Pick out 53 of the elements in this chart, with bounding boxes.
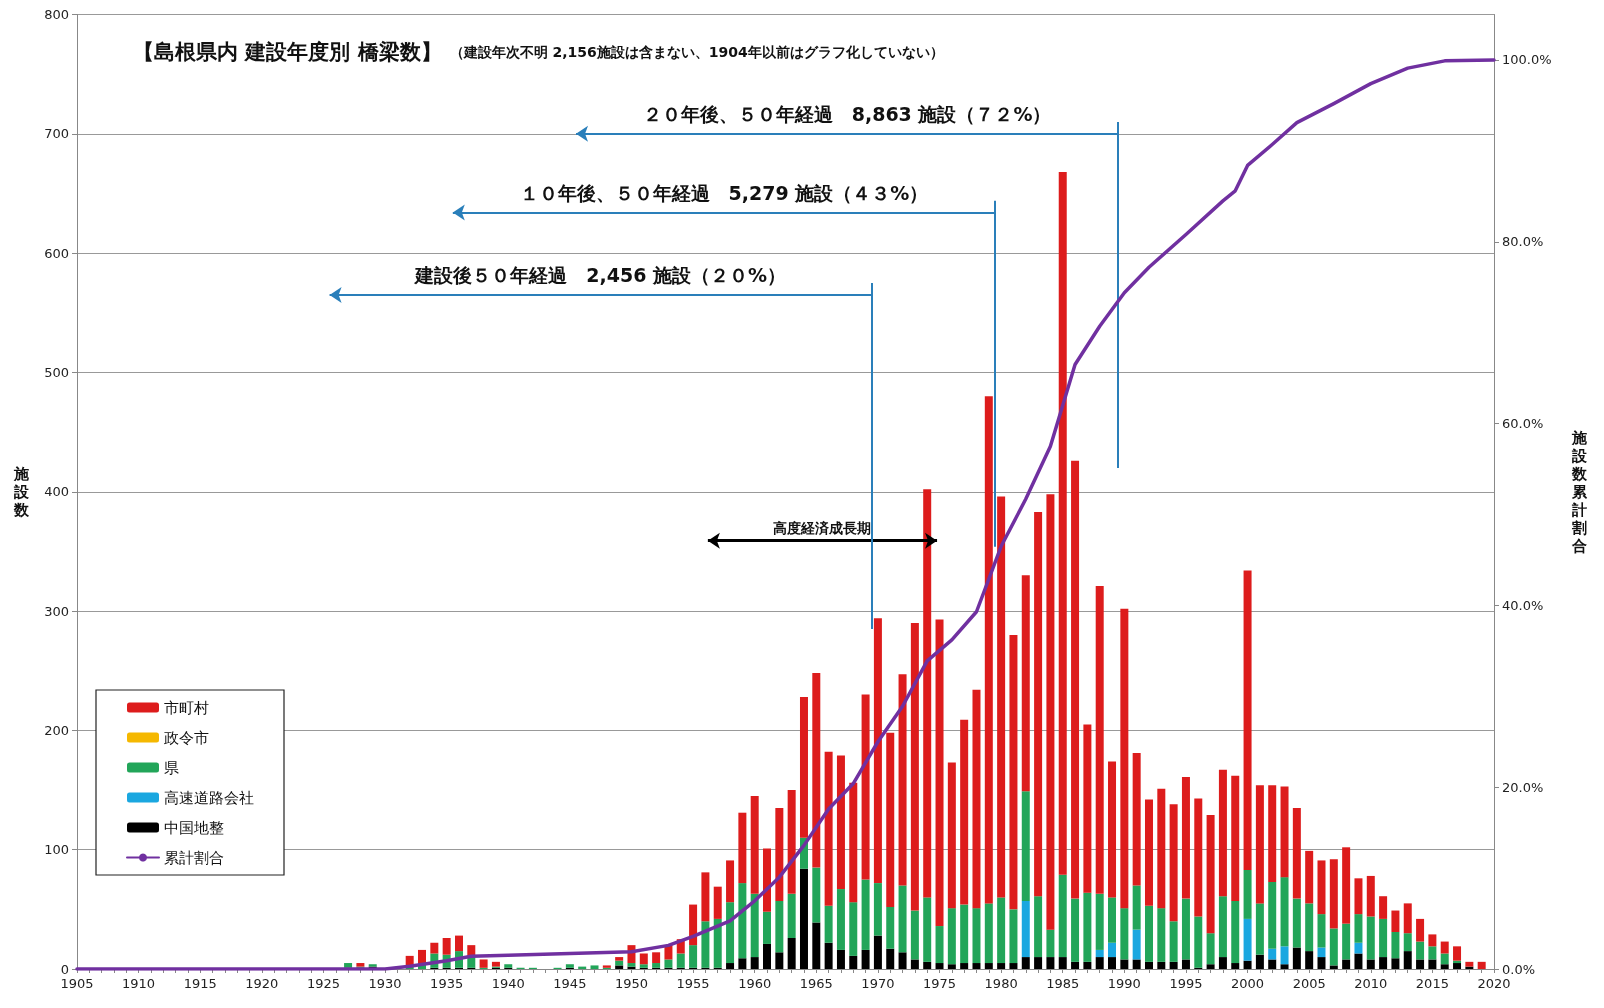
x-tick-label: 1975 (922, 976, 957, 991)
x-tick-label: 1930 (368, 976, 402, 991)
x-tick-label: 1920 (245, 976, 279, 991)
x-tick-label: 1985 (1046, 976, 1080, 991)
y-tick-label: 500 (44, 364, 69, 380)
x-tick-label: 1970 (861, 976, 895, 991)
y2-tick-label: 100.0% (1502, 52, 1552, 68)
annotation: 高度経済成長期 (773, 519, 872, 536)
legend-label: 累計割合 (164, 848, 224, 867)
x-tick-label: 2020 (1477, 976, 1511, 991)
x-tick-label: 2015 (1415, 976, 1449, 991)
text: 【島根県内 建設年度別 橋梁数】 (133, 39, 442, 64)
x-tick-label: 1995 (1169, 976, 1203, 991)
y-tick-label: 100 (44, 842, 69, 858)
legend-label: 中国地整 (164, 818, 224, 837)
x-tick-label: 1945 (553, 976, 587, 991)
x-tick-label: 1905 (60, 976, 94, 991)
y-tick-label: 400 (44, 484, 69, 500)
x-tick-label: 2010 (1354, 976, 1388, 991)
y-axis-title: 施設数 (13, 464, 30, 519)
y-tick-label: 600 (44, 245, 69, 261)
legend-label: 政令市 (164, 728, 209, 747)
x-tick-label: 1965 (799, 976, 833, 991)
y2-tick-label: 60.0% (1502, 416, 1544, 432)
y2-axis-title: 施設数累計割合 (1571, 428, 1588, 555)
x-tick-label: 1910 (122, 976, 156, 991)
x-tick-label: 2005 (1292, 976, 1326, 991)
y-tick-label: 800 (44, 7, 69, 22)
x-tick-label: 1950 (614, 976, 649, 991)
y2-tick-label: 20.0% (1502, 779, 1544, 795)
legend-label: 県 (164, 758, 179, 777)
x-tick-label: 1980 (984, 976, 1018, 991)
annotation: 建設後５０年経過 2,456 施設（２０%） (413, 264, 787, 287)
y-tick-label: 300 (44, 603, 69, 619)
y-tick-label: 200 (44, 722, 69, 738)
y2-tick-label: 80.0% (1502, 234, 1544, 250)
legend-label: 市町村 (164, 698, 209, 717)
y2-tick-label: 0.0% (1502, 961, 1536, 977)
x-tick-label: 1925 (306, 976, 340, 991)
annotation: １０年後、５０年経過 5,279 施設（４３%） (519, 182, 929, 205)
y2-tick-label: 40.0% (1502, 597, 1544, 613)
y-tick-label: 700 (44, 126, 69, 142)
x-tick-label: 1940 (491, 976, 525, 991)
x-tick-label: 1955 (676, 976, 710, 991)
x-tick-label: 1915 (183, 976, 217, 991)
x-tick-label: 1935 (430, 976, 464, 991)
legend-label: 高速道路会社 (164, 788, 254, 807)
text: （建設年次不明 2,156施設は含まない、1904年以前はグラフ化していない） (449, 43, 944, 60)
x-tick-label: 1990 (1107, 976, 1141, 991)
x-tick-label: 1960 (738, 976, 772, 991)
annotation: ２０年後、５０年経過 8,863 施設（７２%） (642, 103, 1052, 126)
y-tick-label: 0 (60, 961, 69, 977)
x-tick-label: 2000 (1231, 976, 1265, 991)
